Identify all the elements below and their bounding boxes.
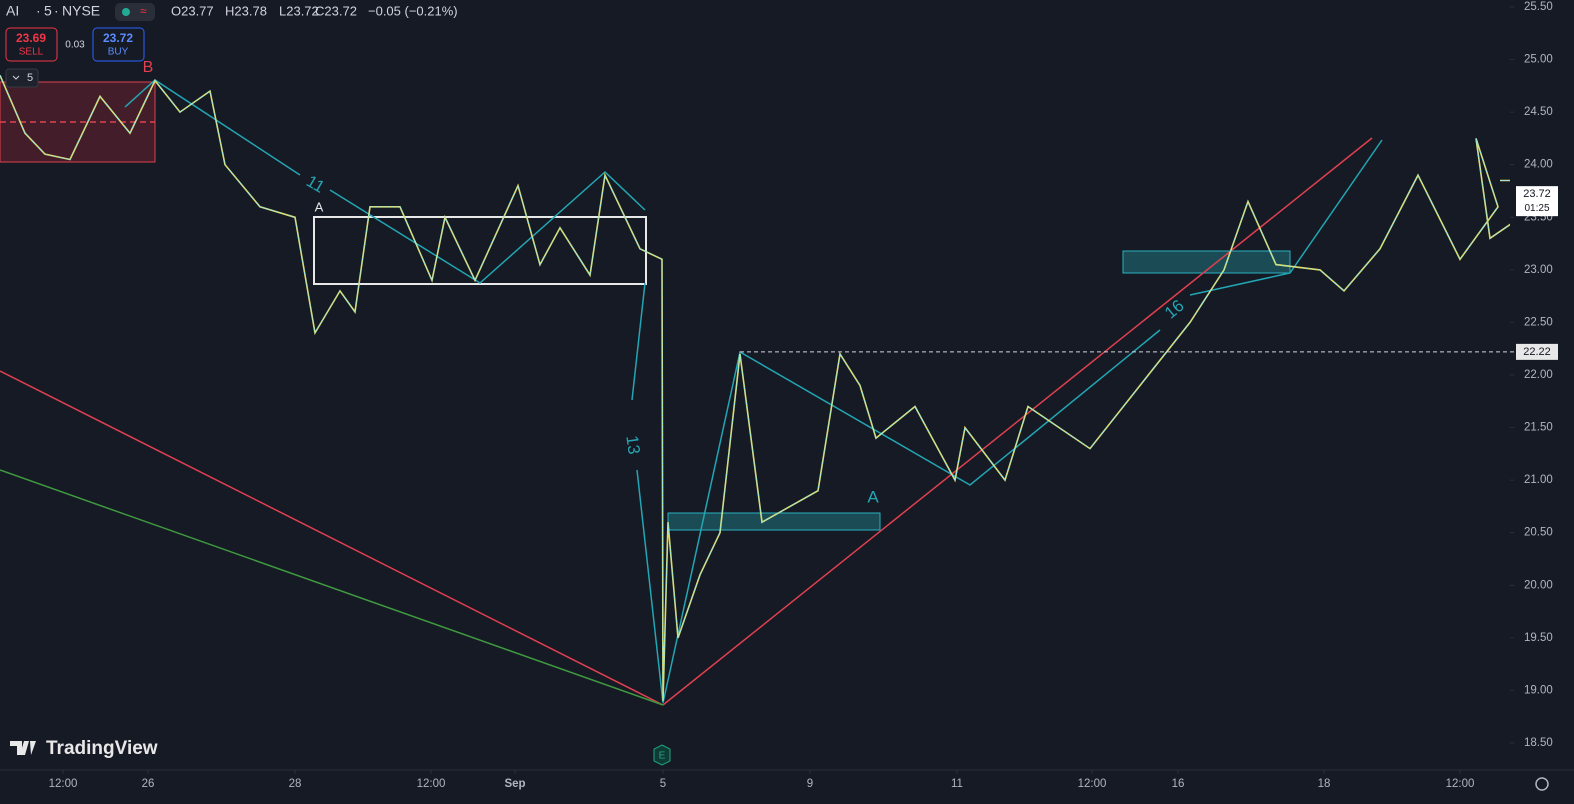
range-box bbox=[313, 216, 647, 285]
event-icon[interactable] bbox=[653, 744, 671, 766]
x-tick-label: 18 bbox=[1318, 778, 1331, 790]
y-tick-label: 24.50 bbox=[1524, 106, 1553, 118]
dot: · bbox=[54, 3, 59, 19]
settings-icon[interactable] bbox=[1535, 777, 1549, 791]
price-axis bbox=[1510, 0, 1574, 770]
spread: 0.03 bbox=[65, 40, 85, 51]
x-tick-label: 12:00 bbox=[49, 778, 78, 790]
market-status bbox=[122, 8, 130, 16]
collapse-button[interactable] bbox=[5, 68, 39, 88]
status-badge[interactable] bbox=[115, 3, 155, 21]
sell-button[interactable] bbox=[5, 27, 58, 62]
x-tick-label: 28 bbox=[289, 778, 302, 790]
buy-button[interactable] bbox=[92, 27, 145, 62]
logo-icon bbox=[10, 741, 36, 755]
x-tick-label: 12:00 bbox=[417, 778, 446, 790]
open: O23.77 bbox=[171, 3, 214, 18]
price-line bbox=[0, 75, 1574, 701]
y-tick-label: 25.50 bbox=[1524, 1, 1553, 13]
high: H23.78 bbox=[225, 3, 267, 18]
buy-price[interactable]: 23.72 bbox=[103, 31, 133, 45]
buy-label[interactable]: BUY bbox=[108, 47, 129, 58]
chevron bbox=[12, 75, 20, 80]
collapse-count[interactable]: 5 bbox=[27, 72, 33, 84]
y-tick-label: 20.00 bbox=[1524, 579, 1553, 591]
interval[interactable]: 5 bbox=[44, 3, 52, 19]
last-price-tag bbox=[1516, 186, 1558, 217]
annotation: B bbox=[143, 59, 154, 76]
sell-label[interactable]: SELL bbox=[19, 47, 44, 58]
x-tick-label: 11 bbox=[951, 778, 963, 790]
event-label[interactable]: E bbox=[659, 751, 666, 762]
wave-line bbox=[631, 282, 646, 401]
y-tick-label: 25.00 bbox=[1524, 54, 1553, 66]
zone-box bbox=[1122, 250, 1291, 274]
y-tick-label: 18.50 bbox=[1524, 737, 1553, 749]
y-tick-label: 19.00 bbox=[1524, 684, 1553, 696]
wave-line bbox=[1189, 139, 1383, 296]
sell-price[interactable]: 23.69 bbox=[16, 31, 46, 45]
logo: TradingView bbox=[46, 738, 158, 759]
trend-line bbox=[662, 137, 1373, 706]
close: C23.72 bbox=[315, 3, 357, 18]
trend-line bbox=[0, 469, 664, 706]
plot bbox=[0, 74, 1574, 701]
trend-line bbox=[0, 370, 664, 706]
y-tick-label: 22.50 bbox=[1524, 316, 1553, 328]
x-tick-label: 5 bbox=[660, 778, 666, 790]
y-tick-label: 21.50 bbox=[1524, 422, 1553, 434]
line-price-label: 22.22 bbox=[1523, 346, 1551, 358]
line-price-tag bbox=[1516, 343, 1558, 360]
low: L23.72 bbox=[279, 3, 319, 18]
x-tick-label: Sep bbox=[504, 778, 525, 790]
annotation: A bbox=[315, 199, 324, 214]
annotation: 13 bbox=[622, 434, 643, 455]
x-tick-label: 12:00 bbox=[1078, 778, 1107, 790]
status-icon: ≈ bbox=[140, 4, 147, 18]
last-price-label: 23.72 bbox=[1523, 188, 1551, 200]
dot: · bbox=[36, 3, 41, 19]
x-tick-label: 16 bbox=[1172, 778, 1185, 790]
symbol[interactable]: AI bbox=[6, 3, 19, 19]
x-tick-label: 26 bbox=[142, 778, 155, 790]
change: −0.05 (−0.21%) bbox=[368, 3, 458, 18]
y-tick-label: 23.00 bbox=[1524, 264, 1553, 276]
x-tick-label: 9 bbox=[807, 778, 813, 790]
exchange: NYSE bbox=[62, 3, 100, 19]
wave-line bbox=[329, 170, 646, 284]
y-tick-label: 22.00 bbox=[1524, 369, 1553, 381]
countdown: 01:25 bbox=[1524, 203, 1549, 214]
y-tick-label: 20.50 bbox=[1524, 527, 1553, 539]
annotation: A bbox=[867, 487, 879, 506]
y-tick-label: 24.00 bbox=[1524, 159, 1553, 171]
x-tick-label: 12:00 bbox=[1446, 778, 1475, 790]
y-tick-label: 21.00 bbox=[1524, 474, 1553, 486]
y-tick-label: 19.50 bbox=[1524, 632, 1553, 644]
